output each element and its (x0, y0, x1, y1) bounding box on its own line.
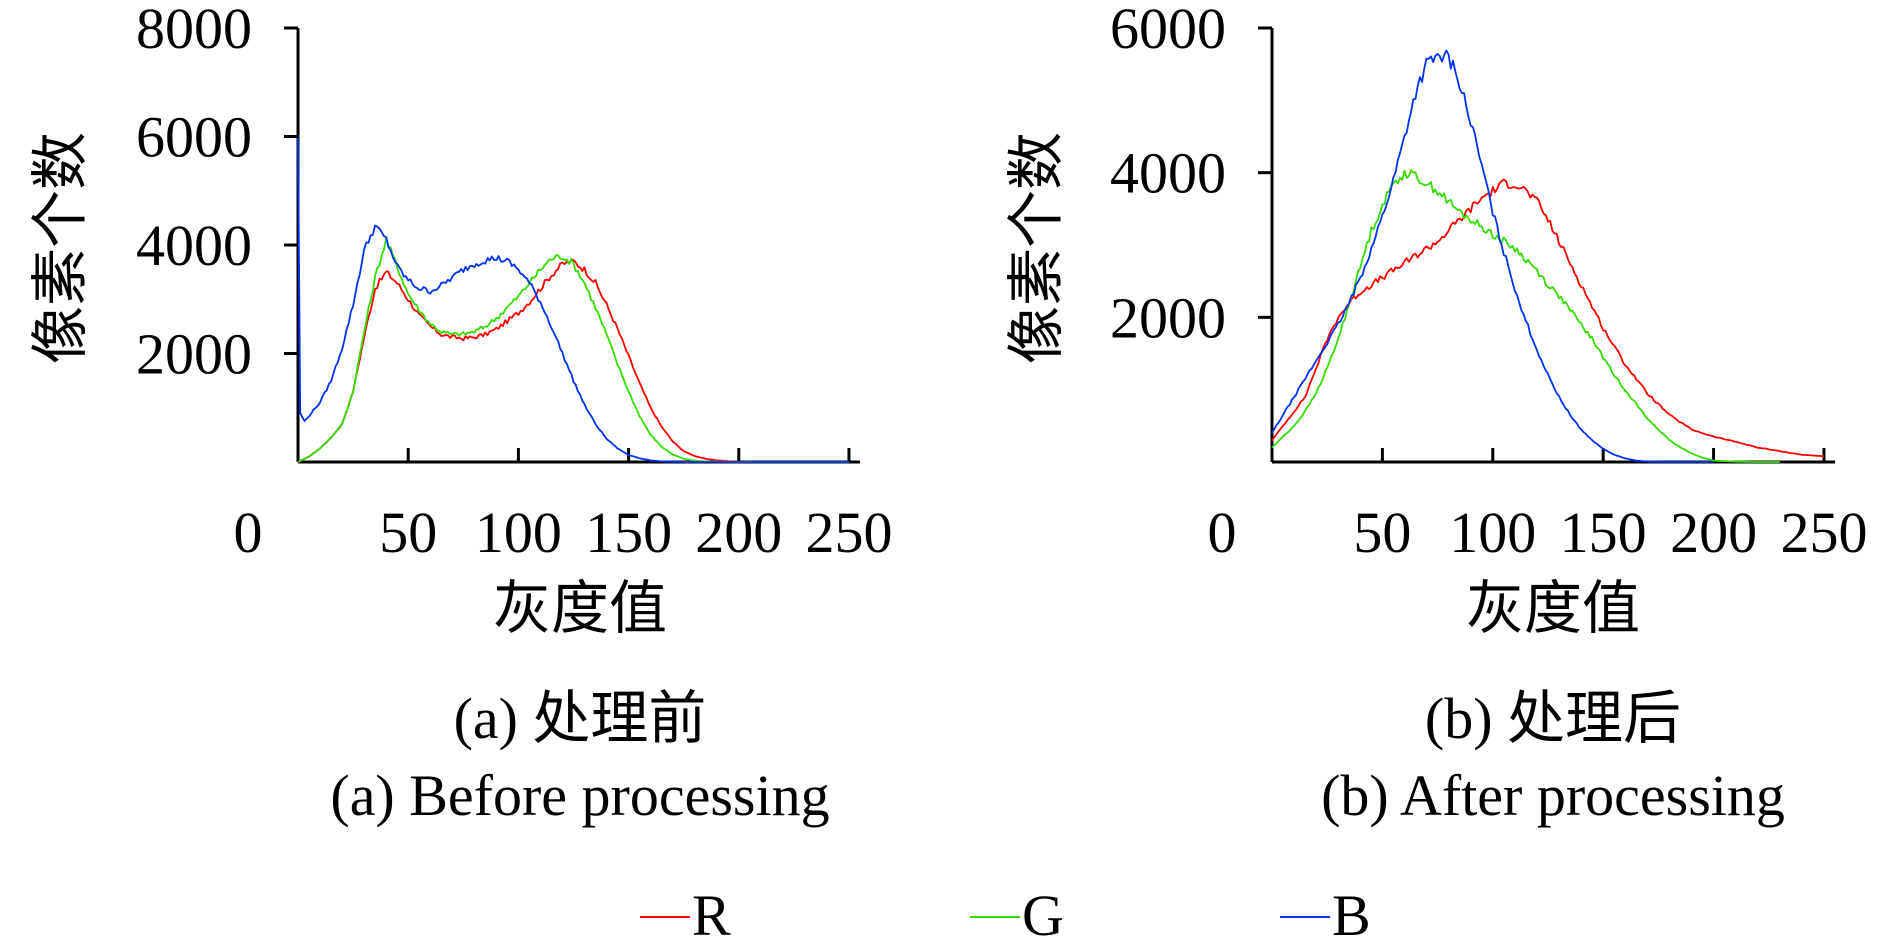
y-tick-label: 4000 (1110, 141, 1226, 206)
legend-label-r: R (692, 883, 731, 937)
series-line-g (1271, 169, 1780, 463)
x-axis-label: 灰度值 (493, 574, 667, 642)
x-tick-label: 150 (585, 500, 672, 565)
series-line-r (297, 258, 849, 463)
y-tick-label: 2000 (136, 322, 252, 387)
x-axis-label: 灰度值 (1466, 574, 1640, 642)
x-tick-label: 0 (234, 500, 263, 565)
x-tick-label: 200 (1670, 500, 1757, 565)
x-tick-label: 250 (1780, 500, 1867, 565)
caption-cn: (a) 处理前 (454, 686, 707, 751)
panel-after-processing: 2000 4000 6000 0 50 100 150 200 250 灰度值 像素个数 (b) 处理… (1002, 0, 1867, 828)
x-tick-label: 250 (805, 500, 892, 565)
y-axis-label: 像素个数 (26, 132, 94, 364)
y-tick-label: 6000 (136, 105, 252, 170)
x-tick-label: 150 (1560, 500, 1647, 565)
y-tick-label: 6000 (1110, 0, 1226, 61)
y-tick-label: 8000 (136, 0, 252, 61)
y-axis-label: 像素个数 (1002, 132, 1070, 364)
x-tick-label: 200 (695, 500, 782, 565)
caption-cn: (b) 处理后 (1425, 686, 1681, 751)
caption-en: (a) Before processing (330, 763, 829, 828)
y-tick-label: 4000 (136, 213, 252, 278)
series-line-b (1271, 49, 1714, 463)
x-tick-label: 50 (1353, 500, 1411, 565)
series-line-r (1271, 178, 1825, 458)
panel-before-processing: 2000 4000 6000 8000 0 50 100 150 200 250 灰度值 像素个数 (a… (26, 0, 892, 828)
legend-label-g: G (1022, 883, 1064, 937)
caption-en: (b) After processing (1321, 763, 1785, 828)
x-tick-label: 100 (475, 500, 562, 565)
series-line-b (297, 138, 849, 463)
legend-label-b: B (1332, 883, 1371, 937)
series-line-g (297, 236, 849, 463)
x-tick-label: 100 (1449, 500, 1536, 565)
x-tick-label: 0 (1208, 500, 1237, 565)
y-tick-label: 2000 (1110, 285, 1226, 350)
x-tick-label: 50 (379, 500, 437, 565)
